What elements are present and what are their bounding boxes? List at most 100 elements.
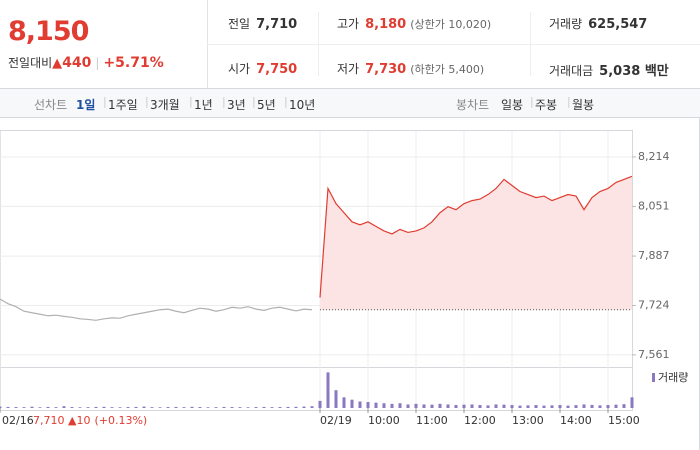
stat-value: 7,730 <box>365 62 407 77</box>
stat-value: 625,547 <box>588 17 648 32</box>
divider <box>530 12 531 76</box>
footer-pct: (+0.13%) <box>94 414 147 427</box>
footer-arrow: ▲ <box>65 414 77 427</box>
y-tick-label: 8,214 <box>638 150 670 163</box>
volume-bar <box>206 407 210 408</box>
volume-legend: 거래량 <box>658 371 688 384</box>
volume-bar <box>374 402 378 408</box>
tab-separator: | <box>252 95 256 108</box>
volume-bar <box>350 399 354 408</box>
volume-bar <box>430 404 434 408</box>
stat: 전일 7,710 <box>228 15 297 32</box>
volume-bar <box>126 407 130 408</box>
volume-bar <box>134 406 138 408</box>
stat-label: 시가 <box>228 62 251 76</box>
volume-legend-swatch <box>652 373 655 382</box>
volume-bar <box>62 406 66 408</box>
volume-bar <box>486 405 490 408</box>
stat-label: 거래량 <box>549 17 583 31</box>
period-tab[interactable]: 1일 <box>76 98 96 112</box>
volume-bar <box>406 404 410 408</box>
volume-bar <box>326 372 330 408</box>
stat-value: 5,038 백만 <box>599 64 669 79</box>
volume-bar <box>422 404 426 408</box>
volume-bar <box>526 405 530 408</box>
period-tab[interactable]: 5년 <box>257 98 276 112</box>
volume-bar <box>38 407 42 408</box>
volume-bar <box>270 407 274 408</box>
period-tab[interactable]: 1년 <box>194 98 213 112</box>
volume-bar <box>150 407 154 408</box>
volume-bar <box>478 405 482 408</box>
volume-bar <box>70 407 74 408</box>
price-line <box>0 298 313 321</box>
candle-tab[interactable]: 일봉 <box>501 98 524 112</box>
tab-separator: | <box>222 95 226 108</box>
stat-value: 8,180 <box>365 17 407 32</box>
stat: 고가 8,180 (상한가 10,020) <box>337 15 491 32</box>
y-tick-label: 7,887 <box>638 249 670 262</box>
volume-bar <box>358 401 362 408</box>
period-tab[interactable]: 3개월 <box>150 98 180 112</box>
price-area <box>320 176 632 310</box>
volume-bar <box>246 407 250 408</box>
volume-bar <box>294 406 298 408</box>
stat-note: (하한가 5,400) <box>410 63 485 76</box>
volume-bar <box>94 406 98 408</box>
volume-bar <box>566 405 570 408</box>
footer-price: 7,710 <box>33 414 65 427</box>
volume-bar <box>366 402 370 408</box>
period-tab[interactable]: 1주일 <box>108 98 138 112</box>
volume-bar <box>550 405 554 408</box>
volume-bar <box>302 406 306 408</box>
volume-bar <box>518 405 522 408</box>
volume-bar <box>158 407 162 408</box>
volume-bar <box>622 404 626 408</box>
stat-label: 전일 <box>228 17 251 31</box>
stat: 거래량 625,547 <box>549 15 647 32</box>
x-tick-label: 02/19 <box>320 414 352 427</box>
volume-bar <box>582 404 586 408</box>
volume-bar <box>110 407 114 408</box>
volume-bar <box>446 404 450 408</box>
change-pct: +5.71% <box>103 55 164 71</box>
candle-tab[interactable]: 주봉 <box>535 98 558 112</box>
stat: 저가 7,730 (하한가 5,400) <box>337 60 484 77</box>
volume-bar <box>534 405 538 408</box>
volume-bar <box>606 405 610 408</box>
y-tick-label: 7,724 <box>638 298 670 311</box>
x-tick-label: 10:00 <box>368 414 400 427</box>
tab-separator: | <box>567 95 571 108</box>
volume-bar <box>222 406 226 408</box>
stat-label: 고가 <box>337 17 360 31</box>
volume-bar <box>310 406 314 408</box>
volume-bar <box>278 407 282 408</box>
change-label: 전일대비 <box>8 56 53 70</box>
stat-label: 저가 <box>337 62 360 76</box>
change: 440 <box>62 55 92 71</box>
volume-bar <box>390 403 394 408</box>
candle-tab[interactable]: 월봉 <box>572 98 595 112</box>
volume-bar <box>614 404 618 408</box>
tab-separator: | <box>189 95 193 108</box>
volume-bar <box>190 406 194 408</box>
volume-bar <box>590 404 594 408</box>
stat-label: 거래대금 <box>549 64 594 78</box>
volume-bar <box>462 404 466 408</box>
volume-bar <box>598 405 602 408</box>
period-tab[interactable]: 3년 <box>227 98 246 112</box>
x-tick-label: 02/16 <box>2 414 34 427</box>
volume-bar <box>102 406 106 408</box>
volume-bar <box>470 404 474 408</box>
divider <box>207 44 700 45</box>
x-tick-label: 14:00 <box>560 414 592 427</box>
change-row: 전일대비▲440 | +5.71% <box>8 54 164 71</box>
period-tab[interactable]: 10년 <box>289 98 316 112</box>
volume-bar <box>542 405 546 408</box>
tab-separator: | <box>145 95 149 108</box>
line-chart-label: 선차트 <box>34 98 68 112</box>
footer-change: 10 <box>76 414 90 427</box>
separator: | <box>95 56 100 70</box>
